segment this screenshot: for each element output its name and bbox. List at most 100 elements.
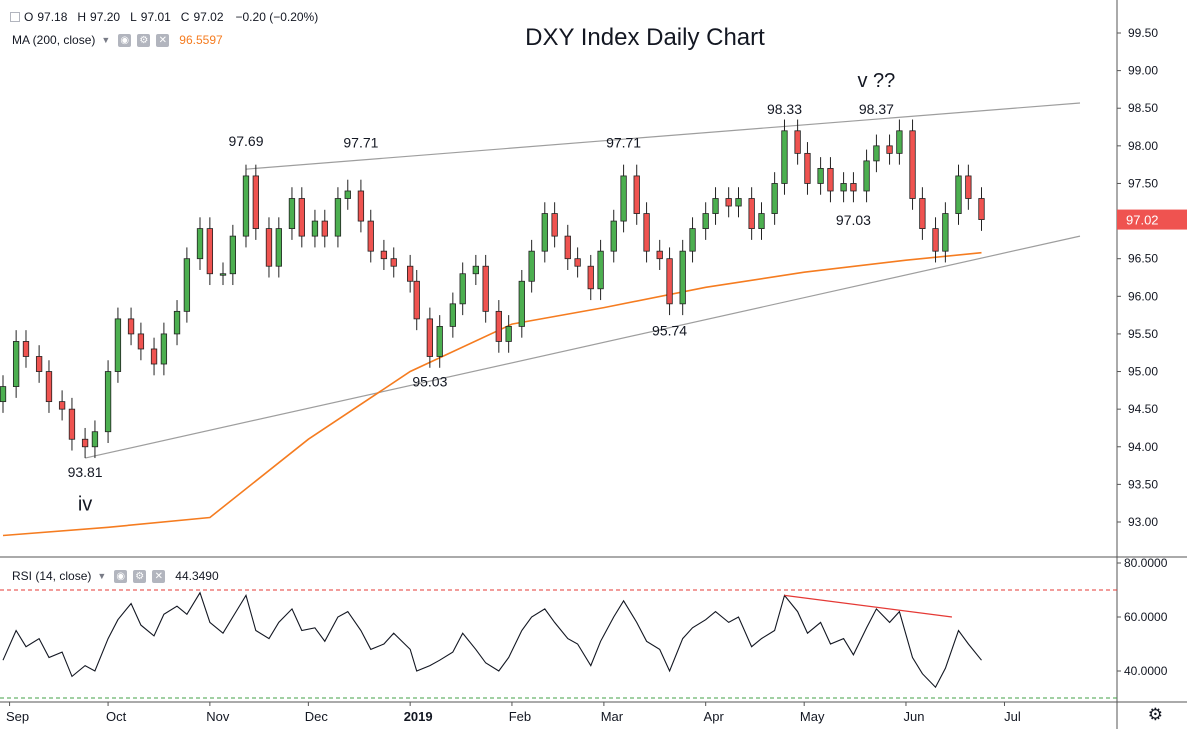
price-annotation: 97.69: [228, 133, 263, 149]
rsi-tick-label: 80.0000: [1124, 556, 1168, 570]
price-annotations: 97.69 97.71 97.71 98.33 98.37 v ?? 97.03 95.74 9…: [68, 70, 896, 516]
candle: [436, 315, 443, 368]
candle: [587, 254, 594, 301]
candle-body: [459, 273, 466, 305]
close-value: 97.02: [193, 10, 224, 24]
trendlines: [84, 102, 1081, 459]
high-value: 97.20: [90, 10, 121, 24]
price-tick-label: 95.50: [1128, 327, 1158, 341]
candle: [702, 202, 709, 240]
price-tick-label: 98.50: [1128, 101, 1158, 115]
price-annotation: 97.71: [606, 134, 641, 150]
eye-icon[interactable]: ◉: [114, 569, 128, 583]
candle-body: [298, 198, 305, 237]
close-icon[interactable]: ✕: [152, 569, 166, 583]
settings-icon[interactable]: ⚙: [133, 569, 147, 583]
candle-body: [689, 228, 696, 252]
rsi-y-ticks: 80.0000 60.0000 40.0000: [1117, 556, 1168, 678]
candle: [357, 179, 365, 233]
candle-body: [942, 213, 949, 252]
candle: [288, 187, 296, 240]
candle-body: [804, 152, 811, 184]
candle-body: [597, 250, 604, 290]
candle: [58, 390, 66, 421]
candle: [679, 239, 686, 316]
candle-body: [219, 273, 227, 276]
candle: [896, 119, 903, 165]
candle-body: [58, 401, 66, 410]
candle: [45, 360, 53, 413]
candle: [932, 217, 939, 263]
low-value: 97.01: [140, 10, 171, 24]
chevron-down-icon[interactable]: ▼: [97, 571, 107, 581]
candle: [196, 217, 204, 270]
candle-body: [886, 145, 893, 154]
candle-body: [840, 183, 847, 192]
candle-body: [528, 250, 535, 282]
candle-body: [45, 371, 53, 403]
candle-body: [850, 183, 857, 192]
candle-body: [35, 356, 43, 372]
candle: [22, 330, 30, 368]
time-tick-label: Oct: [106, 709, 127, 724]
candle-body: [183, 258, 191, 312]
candle: [863, 149, 870, 203]
candle-body: [955, 175, 962, 214]
candle-body: [12, 341, 20, 387]
candle-body: [758, 213, 765, 230]
candle-body: [518, 280, 525, 327]
price-tick-label: 95.00: [1128, 365, 1158, 379]
candle: [633, 164, 640, 225]
time-tick-label: Mar: [601, 709, 624, 724]
ma-legend-label[interactable]: MA (200, close): [12, 33, 96, 47]
candle-body: [104, 371, 112, 433]
candle: [840, 172, 847, 203]
candle-body: [551, 213, 558, 237]
candle: [407, 254, 414, 293]
candle-body: [712, 198, 719, 214]
price-tick-label: 93.00: [1128, 515, 1158, 529]
price-annotation: 95.74: [652, 322, 687, 338]
candle: [528, 239, 535, 293]
candle: [183, 247, 191, 323]
price-tick-label: 99.50: [1128, 26, 1158, 40]
candle-body: [68, 408, 76, 440]
gear-icon[interactable]: ⚙: [1147, 705, 1163, 724]
rsi-legend-label[interactable]: RSI (14, close): [12, 569, 92, 583]
ma-200-line: [2, 251, 982, 537]
candle: [495, 300, 502, 353]
candle-body: [505, 325, 512, 342]
time-tick-label: Apr: [704, 709, 725, 724]
candle-body: [482, 265, 489, 312]
close-icon[interactable]: ✕: [156, 33, 170, 47]
candle-body: [344, 190, 351, 199]
candle: [252, 164, 259, 240]
candle-body: [679, 250, 686, 305]
rsi-line: [2, 591, 982, 689]
candle: [643, 202, 650, 263]
candle: [942, 202, 949, 263]
rsi-tick-label: 40.0000: [1124, 664, 1168, 678]
ma-legend: MA (200, close) ▼ ◉ ⚙ ✕ 96.5597: [12, 33, 223, 47]
candle: [114, 307, 122, 383]
candle-body: [449, 303, 456, 327]
candle-body: [127, 318, 135, 335]
candle-body: [81, 438, 89, 448]
candle-body: [252, 175, 259, 229]
price-tick-label: 93.50: [1128, 477, 1158, 491]
chevron-down-icon[interactable]: ▼: [101, 35, 111, 45]
eye-icon[interactable]: ◉: [118, 33, 132, 47]
candle-body: [22, 341, 30, 357]
settings-icon[interactable]: ⚙: [137, 33, 151, 47]
candle-body: [541, 213, 548, 252]
candle-body: [656, 250, 663, 260]
candle-body: [735, 198, 742, 207]
candle: [850, 172, 857, 203]
candle-body: [357, 190, 365, 222]
low-label: L: [130, 10, 137, 24]
candle-body: [367, 220, 374, 252]
candle: [68, 397, 76, 451]
rsi-tick-label: 60.0000: [1124, 610, 1168, 624]
